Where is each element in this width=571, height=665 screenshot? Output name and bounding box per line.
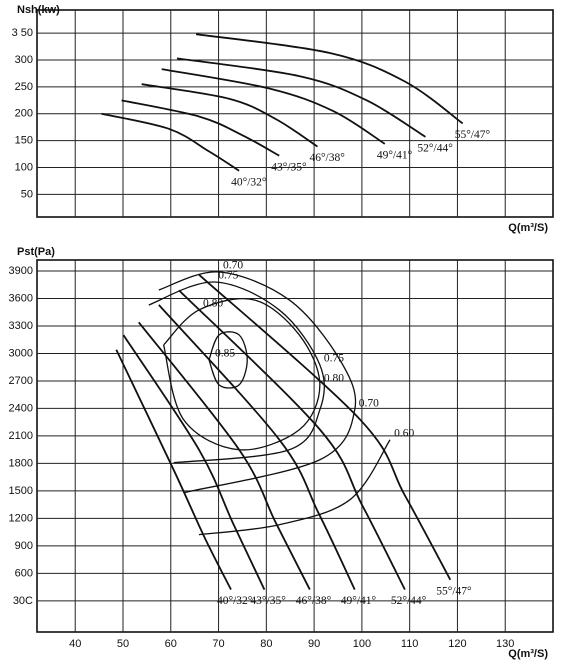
y-tick-label: 3600 [9,292,33,304]
efficiency-contour [208,331,248,389]
curve-label: 55°/47° [455,129,491,141]
efficiency-label: 0.75 [218,270,238,282]
efficiency-label: 0.80 [324,373,344,385]
y-axis-title: Nsh(kw) [17,4,60,16]
y-tick-label: 3 50 [12,27,33,39]
x-tick-label: 50 [117,638,129,650]
y-tick-label: 3000 [9,347,33,359]
y-axis-title: Pst(Pa) [17,246,55,258]
efficiency-label: 0.75 [324,353,344,365]
y-tick-label: 30C [13,595,33,607]
efficiency-label: 0.60 [394,427,414,439]
y-tick-label: 2400 [9,402,33,414]
curve [122,334,266,590]
curve [198,273,452,581]
curve-label: 43°/35° [250,595,286,607]
y-tick-label: 2700 [9,375,33,387]
x-tick-label: 110 [401,638,419,650]
x-axis-title: Q(m³/S) [508,222,548,234]
y-tick-label: 2100 [9,430,33,442]
curve-label: 52°/44° [417,143,453,155]
y-tick-label: 300 [15,54,33,66]
y-tick-label: 50 [21,188,33,200]
curve [141,83,318,148]
curve [101,112,240,172]
curve [195,33,464,125]
efficiency-contour [162,298,321,451]
y-tick-label: 1500 [9,485,33,497]
y-tick-label: 3300 [9,320,33,332]
curve-label: 49°/41° [341,595,377,607]
curve-label: 55°/47° [436,585,472,597]
x-tick-label: 130 [496,638,514,650]
curve [176,57,426,138]
efficiency-contour [198,439,391,536]
efficiency-label: 0.70 [359,397,379,409]
curve [158,304,356,590]
y-tick-label: 150 [15,135,33,147]
curve-label: 43°/35° [271,161,307,173]
curve-label: 40°/32° [217,595,253,607]
efficiency-label: 0.70 [223,260,243,272]
y-tick-label: 3900 [9,265,33,277]
y-tick-label: 600 [15,567,33,579]
y-tick-label: 900 [15,540,33,552]
curve [121,99,280,157]
x-tick-label: 100 [353,638,371,650]
x-tick-label: 40 [69,638,81,650]
curve-label: 49°/41° [377,150,413,162]
y-tick-label: 100 [15,161,33,173]
x-tick-label: 60 [165,638,177,650]
efficiency-contour [148,281,325,464]
y-tick-label: 1200 [9,512,33,524]
curve [115,349,232,590]
y-tick-label: 200 [15,108,33,120]
x-tick-label: 120 [448,638,466,650]
plot-frame [36,259,554,633]
x-tick-label: 70 [212,638,224,650]
efficiency-label: 0.85 [215,348,235,360]
curve-label: 40°/32° [231,176,267,188]
x-tick-label: 80 [260,638,272,650]
curve [161,68,386,145]
x-axis-title: Q(m³/S) [508,648,548,660]
curve [138,321,311,590]
y-tick-label: 250 [15,81,33,93]
curve-label: 46°/38° [296,595,332,607]
efficiency-contour [158,271,357,494]
curve-label: 52°/44° [391,595,427,607]
curve-label: 46°/38° [309,152,345,164]
curve [178,289,406,590]
x-tick-label: 90 [308,638,320,650]
efficiency-label: 0.80 [203,298,223,310]
y-tick-label: 1800 [9,457,33,469]
